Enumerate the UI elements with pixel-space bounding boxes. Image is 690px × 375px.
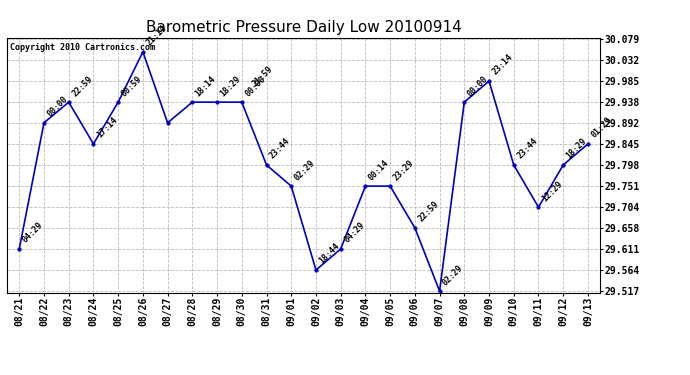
Text: 23:29: 23:29 [391, 158, 415, 182]
Text: 23:44: 23:44 [268, 137, 292, 161]
Text: 00:14: 00:14 [367, 158, 391, 182]
Text: 18:29: 18:29 [564, 137, 589, 161]
Text: 00:59: 00:59 [119, 74, 144, 98]
Text: 23:44: 23:44 [515, 137, 539, 161]
Text: 02:29: 02:29 [293, 158, 317, 182]
Text: 17:14: 17:14 [95, 116, 119, 140]
Text: 22:59: 22:59 [70, 74, 94, 98]
Text: 00:00: 00:00 [46, 94, 70, 118]
Text: 18:14: 18:14 [194, 74, 218, 98]
Text: 01:29: 01:29 [589, 116, 613, 140]
Text: 04:29: 04:29 [21, 221, 45, 245]
Text: 00:00: 00:00 [466, 74, 490, 98]
Title: Barometric Pressure Daily Low 20100914: Barometric Pressure Daily Low 20100914 [146, 20, 462, 35]
Text: 00:00: 00:00 [243, 74, 267, 98]
Text: 21:14: 21:14 [144, 24, 168, 48]
Text: Copyright 2010 Cartronics.com: Copyright 2010 Cartronics.com [10, 43, 155, 52]
Text: 21:59: 21:59 [250, 64, 274, 88]
Text: 18:29: 18:29 [219, 74, 242, 98]
Text: 12:29: 12:29 [540, 179, 564, 203]
Text: 02:29: 02:29 [441, 263, 465, 287]
Text: 04:29: 04:29 [342, 221, 366, 245]
Text: 18:44: 18:44 [317, 242, 342, 266]
Text: 22:59: 22:59 [416, 200, 440, 223]
Text: 23:14: 23:14 [491, 53, 515, 77]
